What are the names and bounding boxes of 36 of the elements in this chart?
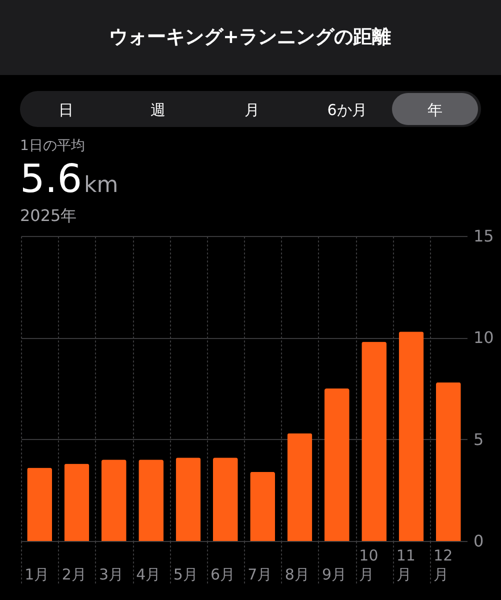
bar (176, 458, 201, 541)
text: 日 (58, 101, 74, 119)
text: 1日の平均 (20, 138, 85, 154)
x-tick-label: 8月 (284, 566, 310, 584)
y-tick-label: 10 (474, 328, 494, 348)
text: 週 (150, 101, 166, 119)
bar (138, 460, 164, 541)
text: 6か月 (327, 101, 367, 119)
bar (362, 342, 387, 541)
bar (27, 468, 52, 541)
x-tick-label: 11月 (396, 546, 416, 584)
bar (250, 472, 276, 541)
x-tick-label: 2月 (62, 566, 86, 584)
bar (212, 458, 238, 541)
text: 年 (428, 101, 442, 119)
bar (64, 464, 90, 541)
x-tick-label: 10 月 (359, 546, 378, 584)
bar (101, 460, 126, 541)
x-tick-label: 1月 (24, 566, 50, 584)
x-tick-label: 5月 (173, 566, 198, 584)
x-tick-label: 7月 (248, 566, 272, 584)
bar (287, 433, 312, 541)
y-tick-label: 5 (474, 430, 484, 449)
x-tick-label: 12月 (434, 546, 453, 584)
x-tick-label: 6月 (210, 566, 236, 584)
bar (436, 382, 461, 541)
x-tick-label: 3月 (99, 566, 124, 584)
bar (324, 388, 350, 541)
x-tick-label: 4月 (136, 566, 161, 584)
bar (398, 332, 424, 541)
text: 2025年 (20, 206, 77, 225)
y-tick-label: 0 (474, 532, 484, 550)
y-tick-label: 15 (474, 226, 494, 246)
x-tick-label: 9月 (322, 566, 347, 584)
text: 月 (244, 101, 260, 119)
chart-title: ウォーキング+ランニングの距離 (109, 26, 391, 48)
